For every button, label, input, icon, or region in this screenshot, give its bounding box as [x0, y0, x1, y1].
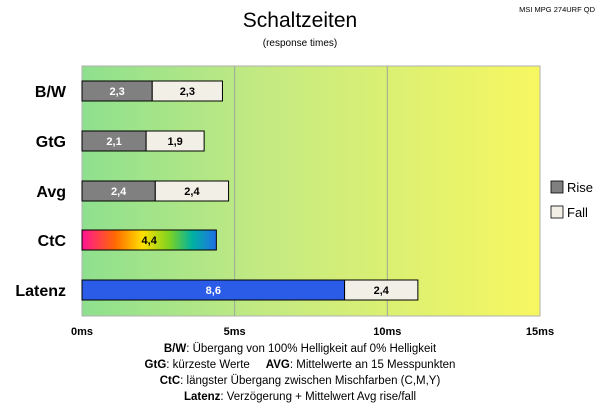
footnote-avg-text: : Mittelwerte an 15 Messpunkten: [289, 359, 456, 371]
footnote-avg-label: AVG: [265, 359, 290, 371]
category-label: B/W: [35, 84, 67, 101]
footnote-bw: B/W: Übergang von 100% Helligkeit auf 0%…: [0, 341, 600, 357]
legend-fall-label: Fall: [567, 205, 588, 220]
chart-title: Schaltzeiten: [243, 9, 357, 32]
footnote-gtg-text: : kürzeste Werte: [166, 359, 250, 371]
footnote-latenz-label: Latenz: [183, 391, 221, 403]
footnote-latenz: Latenz: Verzögerung + Mittelwert Avg ris…: [0, 389, 600, 405]
bar-rise-value-label: 2,1: [106, 136, 121, 148]
bar-rise-value-label: 2,4: [111, 186, 127, 198]
bar-rise: [81, 229, 217, 251]
legend-rise-label: Rise: [567, 180, 593, 195]
x-tick-label: 10ms: [373, 326, 401, 338]
bar-rise-value-label: 8,6: [206, 285, 221, 297]
x-tick-label: 0ms: [71, 326, 93, 338]
footnote-latenz-text: : Verzögerung + Mittelwert Avg rise/fall: [220, 391, 417, 403]
footnote-ctc-text: : längster Übergang zwischen Mischfarben…: [180, 375, 441, 387]
bar-fall: [154, 180, 230, 202]
bar-fall-value-label: 1,9: [167, 136, 182, 148]
bar-fall: [151, 80, 223, 102]
footnote-gtg-label: GtG: [144, 359, 167, 371]
footnote-ctc: CtC: längster Übergang zwischen Mischfar…: [0, 373, 600, 389]
chart-subtitle: (response times): [263, 38, 337, 49]
gridlines: [234, 66, 388, 316]
bar-rise-value-label: 4,4: [142, 235, 158, 247]
category-label: Avg: [36, 184, 66, 201]
monitor-model-label: MSI MPG 274URF QD: [519, 5, 595, 14]
bar-rise-value-label: 2,3: [109, 86, 124, 98]
footnotes: B/W: Übergang von 100% Helligkeit auf 0%…: [0, 341, 600, 405]
bar-fall: [145, 130, 205, 152]
legend: Rise Fall: [550, 180, 593, 220]
category-label: Latenz: [15, 283, 66, 300]
x-tick-label: 15ms: [526, 326, 554, 338]
footnote-bw-text: : Übergang von 100% Helligkeit auf 0% He…: [186, 343, 437, 355]
category-label: CtC: [38, 233, 67, 250]
category-labels: B/W GtG Avg CtC Latenz: [15, 84, 67, 300]
bar-fall-value-label: 2,4: [184, 186, 200, 198]
legend-rise-swatch: [550, 180, 564, 194]
category-label: GtG: [36, 134, 66, 151]
footnote-ctc-label: CtC: [159, 375, 181, 387]
bar-fall: [344, 279, 419, 301]
x-axis-tick-labels: 0ms 5ms 10ms 15ms: [71, 326, 554, 338]
footnote-gtg-avg: GtG: kürzeste Werte AVG: Mittelwerte an 1…: [0, 357, 600, 373]
x-tick-label: 5ms: [224, 326, 246, 338]
bar-fall-value-label: 2,3: [180, 86, 195, 98]
bars: 2,3 2,3 2,1 1,9 2,4 2,4 4,4 8,6 2,4: [81, 80, 419, 301]
bar-fall-value-label: 2,4: [374, 285, 390, 297]
footnote-bw-label: B/W: [163, 343, 187, 355]
legend-fall-swatch: [550, 205, 564, 219]
